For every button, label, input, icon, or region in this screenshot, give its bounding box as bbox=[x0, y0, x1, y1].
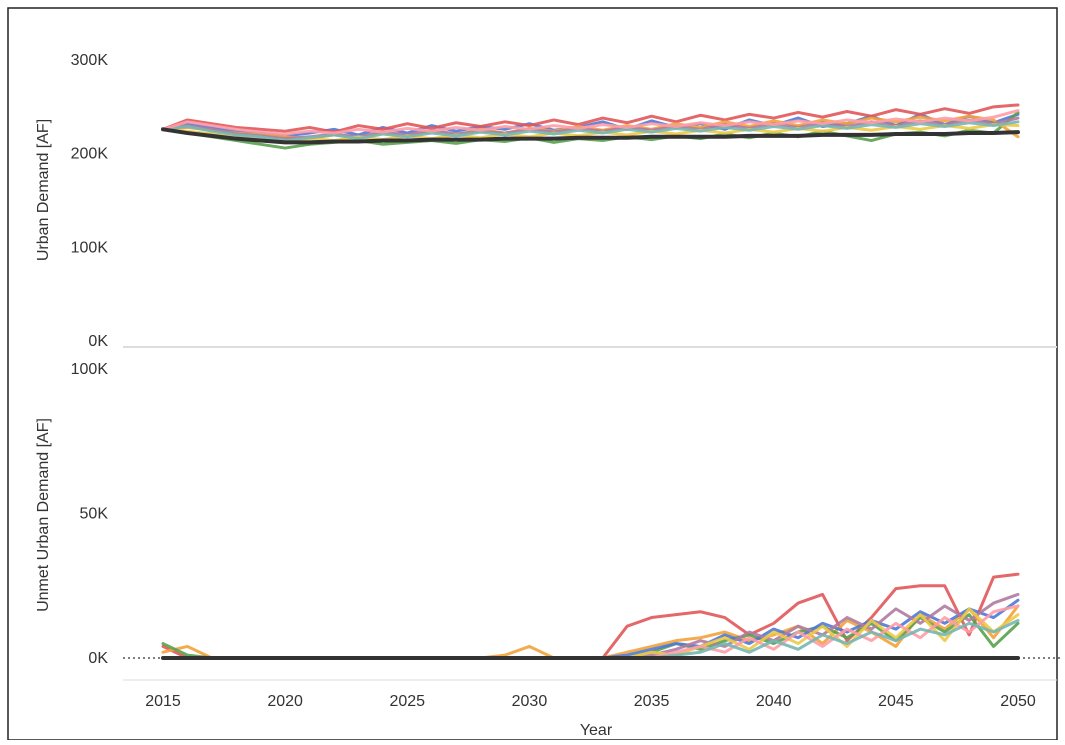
x-axis-title: Year bbox=[580, 722, 613, 739]
figure-frame bbox=[7, 7, 1058, 741]
ytick-label: 0K bbox=[88, 650, 108, 667]
xtick-label: 2050 bbox=[1000, 693, 1036, 710]
xtick-label: 2030 bbox=[512, 693, 548, 710]
xtick-label: 2035 bbox=[634, 693, 670, 710]
pane-top: 0K 100K 200K 300K Urban Demand [AF] bbox=[35, 52, 1020, 350]
series-line bbox=[161, 572, 1020, 660]
pane-bottom: 0K 50K 100K Unmet Urban Demand [AF] 2015 2020… bbox=[35, 361, 1062, 739]
series-line bbox=[161, 109, 1020, 136]
ytick-label: 100K bbox=[71, 239, 109, 256]
ytick-label: 300K bbox=[71, 52, 109, 69]
xtick-label: 2020 bbox=[267, 693, 303, 710]
ytick-label: 100K bbox=[71, 361, 109, 378]
series-line bbox=[161, 607, 1020, 660]
y-axis-title: Unmet Urban Demand [AF] bbox=[35, 418, 52, 612]
xtick-label: 2040 bbox=[756, 693, 792, 710]
ytick-label: 0K bbox=[88, 333, 108, 350]
ytick-label: 200K bbox=[71, 146, 109, 163]
baseline-series-line bbox=[161, 127, 1020, 145]
series-line bbox=[161, 120, 1020, 143]
ytick-label: 50K bbox=[80, 506, 109, 523]
xtick-label: 2025 bbox=[389, 693, 425, 710]
xtick-label: 2015 bbox=[145, 693, 181, 710]
xtick-label: 2045 bbox=[878, 693, 914, 710]
series-line bbox=[161, 613, 1020, 660]
y-axis-title: Urban Demand [AF] bbox=[35, 119, 52, 261]
series-line bbox=[161, 103, 1020, 134]
